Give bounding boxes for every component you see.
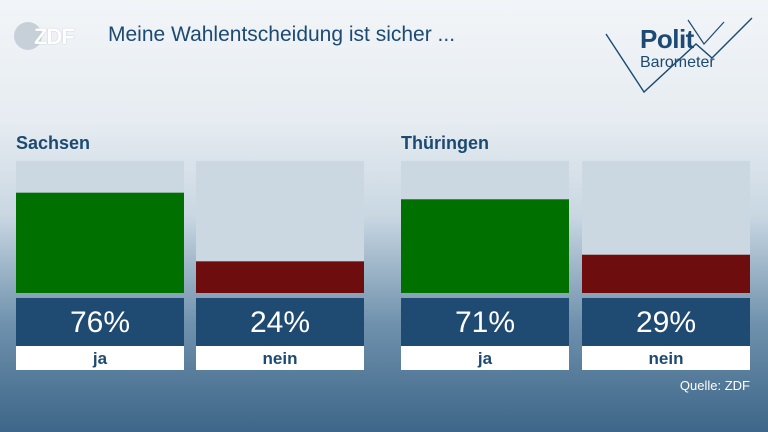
zdf-logo: ZDF bbox=[14, 22, 76, 50]
politbarometer-logo: Polit Barometer bbox=[604, 14, 756, 94]
bar-sachsen-ja bbox=[16, 192, 184, 293]
bar-thueringen-nein bbox=[582, 254, 750, 293]
category-label-sachsen-ja: ja bbox=[16, 346, 184, 370]
category-label-sachsen-nein: nein bbox=[196, 346, 364, 370]
bar-thueringen-ja bbox=[401, 199, 569, 293]
category-label-thueringen-nein: nein bbox=[582, 346, 750, 370]
logo-line-barometer: Barometer bbox=[640, 54, 715, 71]
value-label-thueringen-nein: 29% bbox=[582, 298, 750, 346]
logo-line-polit: Polit bbox=[640, 24, 694, 54]
source-note: Quelle: ZDF bbox=[679, 378, 750, 393]
bar-track-thueringen-nein bbox=[582, 161, 750, 293]
page-title: Meine Wahlentscheidung ist sicher ... bbox=[108, 23, 456, 46]
value-label-sachsen-ja: 76% bbox=[16, 298, 184, 346]
value-label-thueringen-ja: 71% bbox=[401, 298, 569, 346]
bar-track-sachsen-nein bbox=[196, 161, 364, 293]
bar-track-sachsen-ja bbox=[16, 161, 184, 293]
bar-track-thueringen-ja bbox=[401, 161, 569, 293]
category-label-thueringen-ja: ja bbox=[401, 346, 569, 370]
zdf-logo-text: ZDF bbox=[34, 24, 75, 49]
politbarometer-zigzag-icon bbox=[605, 17, 753, 94]
value-label-sachsen-nein: 24% bbox=[196, 298, 364, 346]
zdf-logo-circle bbox=[14, 22, 42, 50]
bar-sachsen-nein bbox=[196, 261, 364, 293]
region-label-sachsen: Sachsen bbox=[16, 133, 91, 153]
region-label-thueringen: Thüringen bbox=[401, 133, 489, 153]
